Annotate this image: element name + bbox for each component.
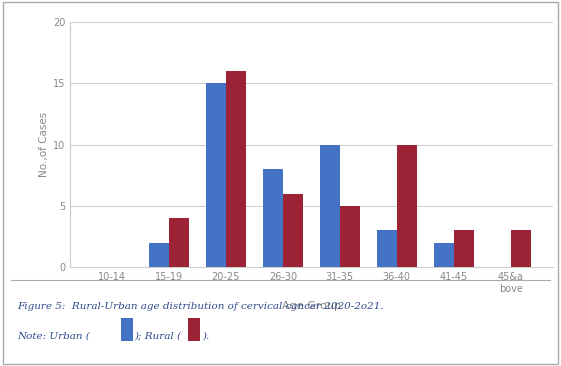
Bar (511, 231, 531, 267)
Bar (434, 243, 454, 267)
Bar (454, 231, 473, 267)
X-axis label: Age Group: Age Group (282, 300, 341, 311)
Bar (169, 218, 189, 267)
Bar (206, 83, 226, 267)
Bar (397, 145, 417, 267)
Bar (320, 145, 340, 267)
Bar (226, 71, 246, 267)
Bar (263, 169, 283, 267)
Text: ).: ). (202, 332, 209, 340)
Y-axis label: No.,of Cases: No.,of Cases (39, 112, 49, 177)
Text: ); Rural (: ); Rural ( (135, 332, 182, 340)
Bar (377, 231, 397, 267)
Bar (340, 206, 360, 267)
Text: Note: Urban (: Note: Urban ( (17, 332, 90, 340)
Bar (149, 243, 169, 267)
Text: Figure 5:  Rural-Urban age distribution of cervical cancer 2020-2o21.: Figure 5: Rural-Urban age distribution o… (17, 302, 384, 311)
Bar (283, 194, 303, 267)
